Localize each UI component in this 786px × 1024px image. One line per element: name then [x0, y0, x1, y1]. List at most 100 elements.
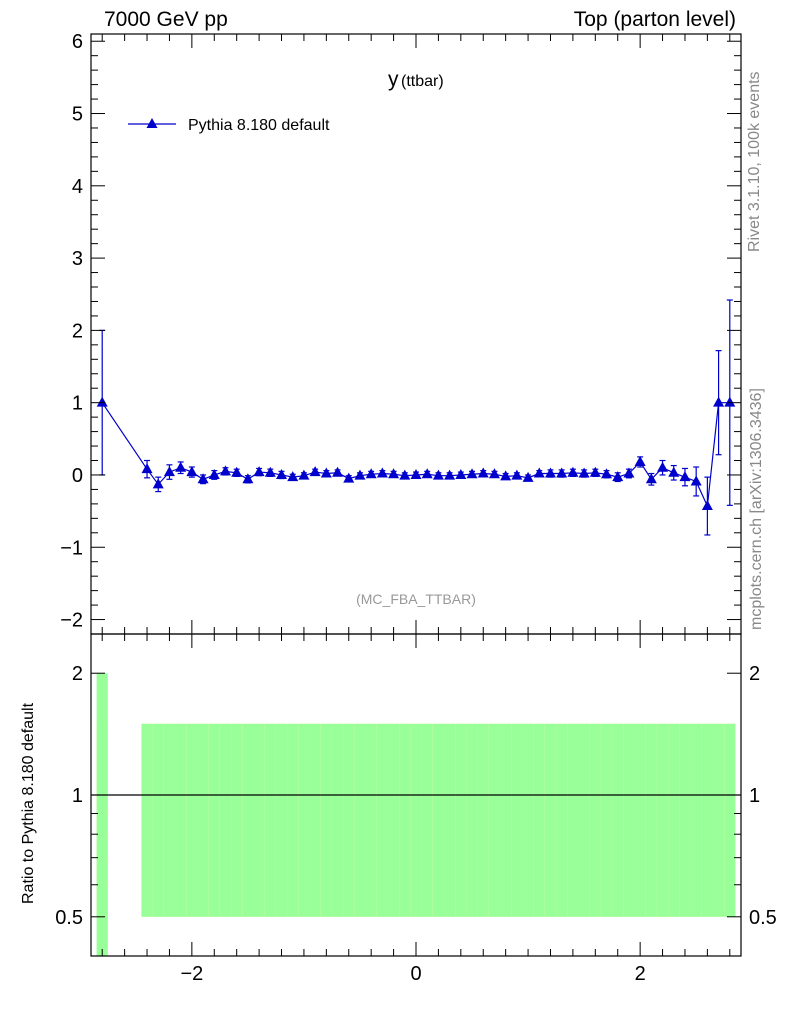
data-point-45	[634, 455, 646, 466]
legend: Pythia 8.180 default	[128, 117, 330, 134]
ratio-band-inner-53	[724, 723, 736, 917]
series-layer	[96, 299, 736, 536]
data-point-7	[208, 468, 220, 479]
y-tick-label: −1	[60, 537, 83, 559]
data-point-16	[309, 466, 321, 477]
y-tick-label: 0	[72, 465, 83, 487]
data-point-24	[399, 469, 411, 480]
y-tick-label: 3	[72, 248, 83, 270]
ratio-band-inner-20	[354, 723, 366, 917]
ratio-y-tick-label: 2	[72, 663, 83, 685]
ratio-bands	[96, 673, 736, 956]
ratio-band-inner-1	[141, 723, 153, 917]
x-tick-label: 0	[410, 963, 421, 985]
y-tick-label: 5	[72, 104, 83, 126]
ratio-band-inner-30	[466, 723, 478, 917]
y-tick-label: 2	[72, 320, 83, 342]
data-point-28	[444, 469, 456, 480]
data-point-39	[567, 466, 579, 477]
data-point-48	[668, 466, 680, 477]
y-tick-label: 6	[72, 31, 83, 53]
ratio-band-inner-10	[242, 723, 254, 917]
data-point-53	[724, 396, 736, 407]
ratio-band-inner-46	[645, 723, 657, 917]
data-point-29	[455, 468, 467, 479]
data-point-6	[197, 473, 209, 484]
data-point-15	[298, 469, 310, 480]
data-point-26	[421, 468, 433, 479]
y-tick-label: 4	[72, 176, 83, 198]
ratio-band-inner-5	[186, 723, 198, 917]
analysis-label: (MC_FBA_TTBAR)	[356, 591, 476, 607]
ratio-band-inner-34	[511, 723, 523, 917]
data-point-17	[320, 467, 332, 478]
data-point-32	[488, 468, 500, 479]
data-point-5	[186, 466, 198, 477]
ratio-band-inner-41	[589, 723, 601, 917]
ratio-band-inner-22	[376, 723, 388, 917]
ratio-band-inner-51	[701, 723, 713, 917]
y-tick-label: −2	[60, 610, 83, 632]
data-point-43	[612, 471, 624, 482]
data-point-42	[601, 468, 613, 479]
data-point-52	[713, 396, 725, 407]
data-point-14	[287, 471, 299, 482]
data-point-50	[690, 475, 702, 486]
data-point-35	[522, 471, 534, 482]
ratio-band-inner-8	[219, 723, 232, 917]
data-point-12	[264, 466, 276, 477]
data-point-21	[365, 468, 377, 479]
data-point-49	[679, 471, 691, 482]
ratio-band-inner-6	[197, 723, 209, 917]
ratio-band-inner-7	[208, 723, 220, 917]
ratio-band-inner-48	[668, 723, 680, 917]
header-energy: 7000 GeV pp	[104, 8, 228, 31]
data-point-25	[410, 468, 422, 479]
legend-marker	[146, 118, 158, 128]
data-point-40	[578, 467, 590, 478]
ratio-band-inner-4	[175, 723, 187, 917]
ratio-y-tick-label-right: 2	[749, 663, 760, 685]
data-point-8	[219, 465, 231, 476]
ratio-band-inner-32	[488, 723, 501, 917]
ratio-band-inner-24	[399, 723, 411, 917]
ratio-band-inner-16	[309, 723, 321, 917]
ratio-band-inner-28	[444, 723, 456, 917]
data-point-2	[152, 478, 164, 489]
ratio-band-inner-36	[533, 723, 545, 917]
data-point-33	[500, 470, 512, 481]
ratio-band-inner-18	[331, 723, 344, 917]
axes-layer: −2 −1 0 1 2 3 4 5 6 −2 0 2 0.5 0.5 1 1 2 2	[55, 31, 777, 985]
data-point-19	[343, 472, 355, 483]
data-point-13	[276, 468, 288, 479]
data-point-23	[388, 468, 400, 479]
ratio-band-inner-38	[556, 723, 568, 917]
ratio-band-inner-44	[623, 723, 635, 917]
data-point-1	[141, 463, 153, 474]
ratio-y-tick-label: 1	[72, 785, 83, 807]
ratio-band-inner-2	[152, 723, 164, 917]
ratio-band-inner-35	[522, 723, 534, 917]
ratio-band-inner-12	[264, 723, 276, 917]
ratio-band-inner-19	[343, 723, 355, 917]
ratio-band-inner-52	[712, 723, 725, 917]
ratio-band-inner-17	[320, 723, 332, 917]
data-point-30	[466, 468, 478, 479]
x-tick-label: −2	[180, 963, 203, 985]
ratio-band-inner-42	[600, 723, 613, 917]
plot-title: y	[388, 68, 399, 91]
data-point-11	[253, 466, 265, 477]
data-point-0	[96, 396, 108, 407]
data-point-18	[332, 466, 344, 477]
ratio-band-inner-9	[231, 723, 243, 917]
ratio-band-inner-39	[567, 723, 579, 917]
ratio-band-inner-27	[432, 723, 445, 917]
data-point-9	[231, 466, 243, 477]
data-point-51	[701, 500, 713, 511]
ratio-band-inner-23	[387, 723, 400, 917]
ratio-band-inner-25	[410, 723, 422, 917]
data-point-38	[556, 467, 568, 478]
ratio-band-inner-33	[500, 723, 512, 917]
legend-label: Pythia 8.180 default	[188, 117, 330, 134]
